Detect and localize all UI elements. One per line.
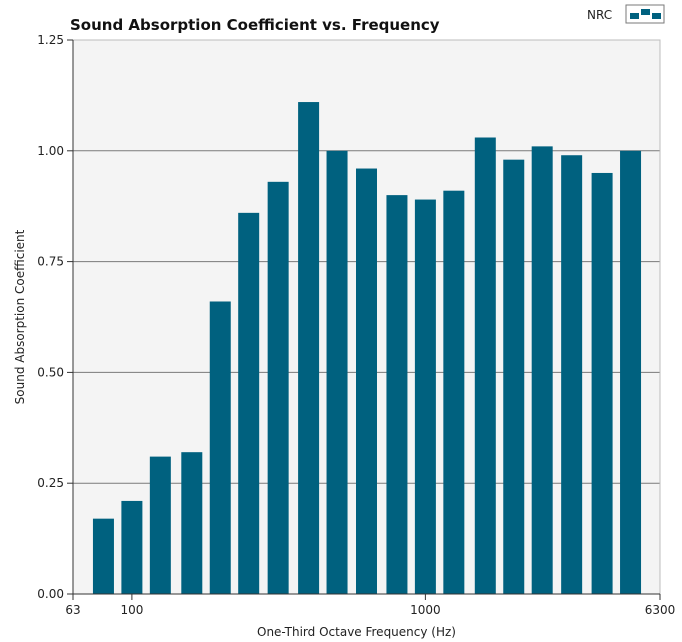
bar bbox=[209, 301, 231, 594]
plot-area: 0.00 0.25 0.50 0.75 1.00 1.25 63 100 1000 6300 bbox=[37, 33, 675, 617]
bar bbox=[181, 452, 203, 594]
bar bbox=[356, 168, 377, 594]
legend-swatch-bar bbox=[652, 13, 661, 19]
bar bbox=[121, 500, 143, 594]
bar bbox=[326, 150, 348, 595]
bar bbox=[267, 181, 289, 594]
x-tick-label: 1000 bbox=[410, 603, 441, 617]
y-axis-label: Sound Absorption Coefficient bbox=[13, 229, 27, 404]
bar bbox=[238, 212, 260, 594]
bar bbox=[298, 102, 320, 595]
axes bbox=[72, 39, 661, 595]
bar bbox=[561, 155, 583, 595]
bar bbox=[443, 190, 465, 594]
bars bbox=[92, 102, 642, 595]
legend-swatch-bar bbox=[630, 13, 639, 19]
y-tick-label: 1.00 bbox=[37, 144, 64, 158]
x-axis-label: One-Third Octave Frequency (Hz) bbox=[257, 625, 456, 639]
legend-swatch bbox=[625, 4, 665, 24]
bar bbox=[386, 195, 408, 594]
x-tick-label: 100 bbox=[120, 603, 143, 617]
bar bbox=[591, 172, 613, 594]
bar bbox=[620, 150, 642, 595]
legend: NRC bbox=[587, 4, 665, 24]
legend-swatch-bar bbox=[641, 9, 650, 15]
y-tick-label: 0.75 bbox=[37, 255, 64, 269]
bar bbox=[474, 137, 496, 594]
x-tick-label: 63 bbox=[65, 603, 80, 617]
bar bbox=[149, 456, 171, 594]
y-tick-label: 0.25 bbox=[37, 476, 64, 490]
bar bbox=[414, 199, 436, 595]
y-tick-labels: 0.00 0.25 0.50 0.75 1.00 1.25 bbox=[37, 33, 73, 601]
chart-title: Sound Absorption Coefficient vs. Frequen… bbox=[70, 16, 440, 34]
y-tick-label: 1.25 bbox=[37, 33, 64, 47]
x-tick-labels: 63 100 1000 6300 bbox=[65, 594, 675, 617]
bar bbox=[531, 146, 553, 594]
x-tick-label: 6300 bbox=[645, 603, 676, 617]
y-tick-label: 0.50 bbox=[37, 365, 64, 379]
legend-label: NRC bbox=[587, 8, 612, 22]
bar bbox=[92, 518, 114, 594]
y-tick-label: 0.00 bbox=[37, 587, 64, 601]
bar bbox=[503, 159, 525, 594]
